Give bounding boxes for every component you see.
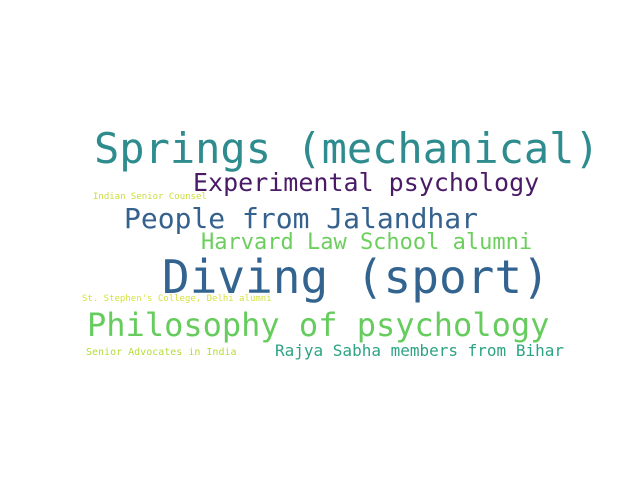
word-springs-mechanical: Springs (mechanical) bbox=[94, 124, 600, 173]
word-diving-sport: Diving (sport) bbox=[162, 250, 550, 304]
word-philosophy-of-psychology: Philosophy of psychology bbox=[87, 306, 550, 344]
word-rajya-sabha-members-from-bihar: Rajya Sabha members from Bihar bbox=[275, 341, 564, 360]
word-indian-senior-counsel: Indian Senior Counsel bbox=[93, 192, 207, 202]
word-experimental-psychology: Experimental psychology bbox=[193, 168, 540, 197]
word-harvard-law-school-alumni: Harvard Law School alumni bbox=[201, 230, 533, 255]
word-people-from-jalandhar: People from Jalandhar bbox=[124, 202, 479, 235]
word-st-stephens-college-alumni: St. Stephen's College, Delhi alumni bbox=[82, 294, 272, 304]
word-senior-advocates-in-india: Senior Advocates in India bbox=[86, 347, 237, 358]
